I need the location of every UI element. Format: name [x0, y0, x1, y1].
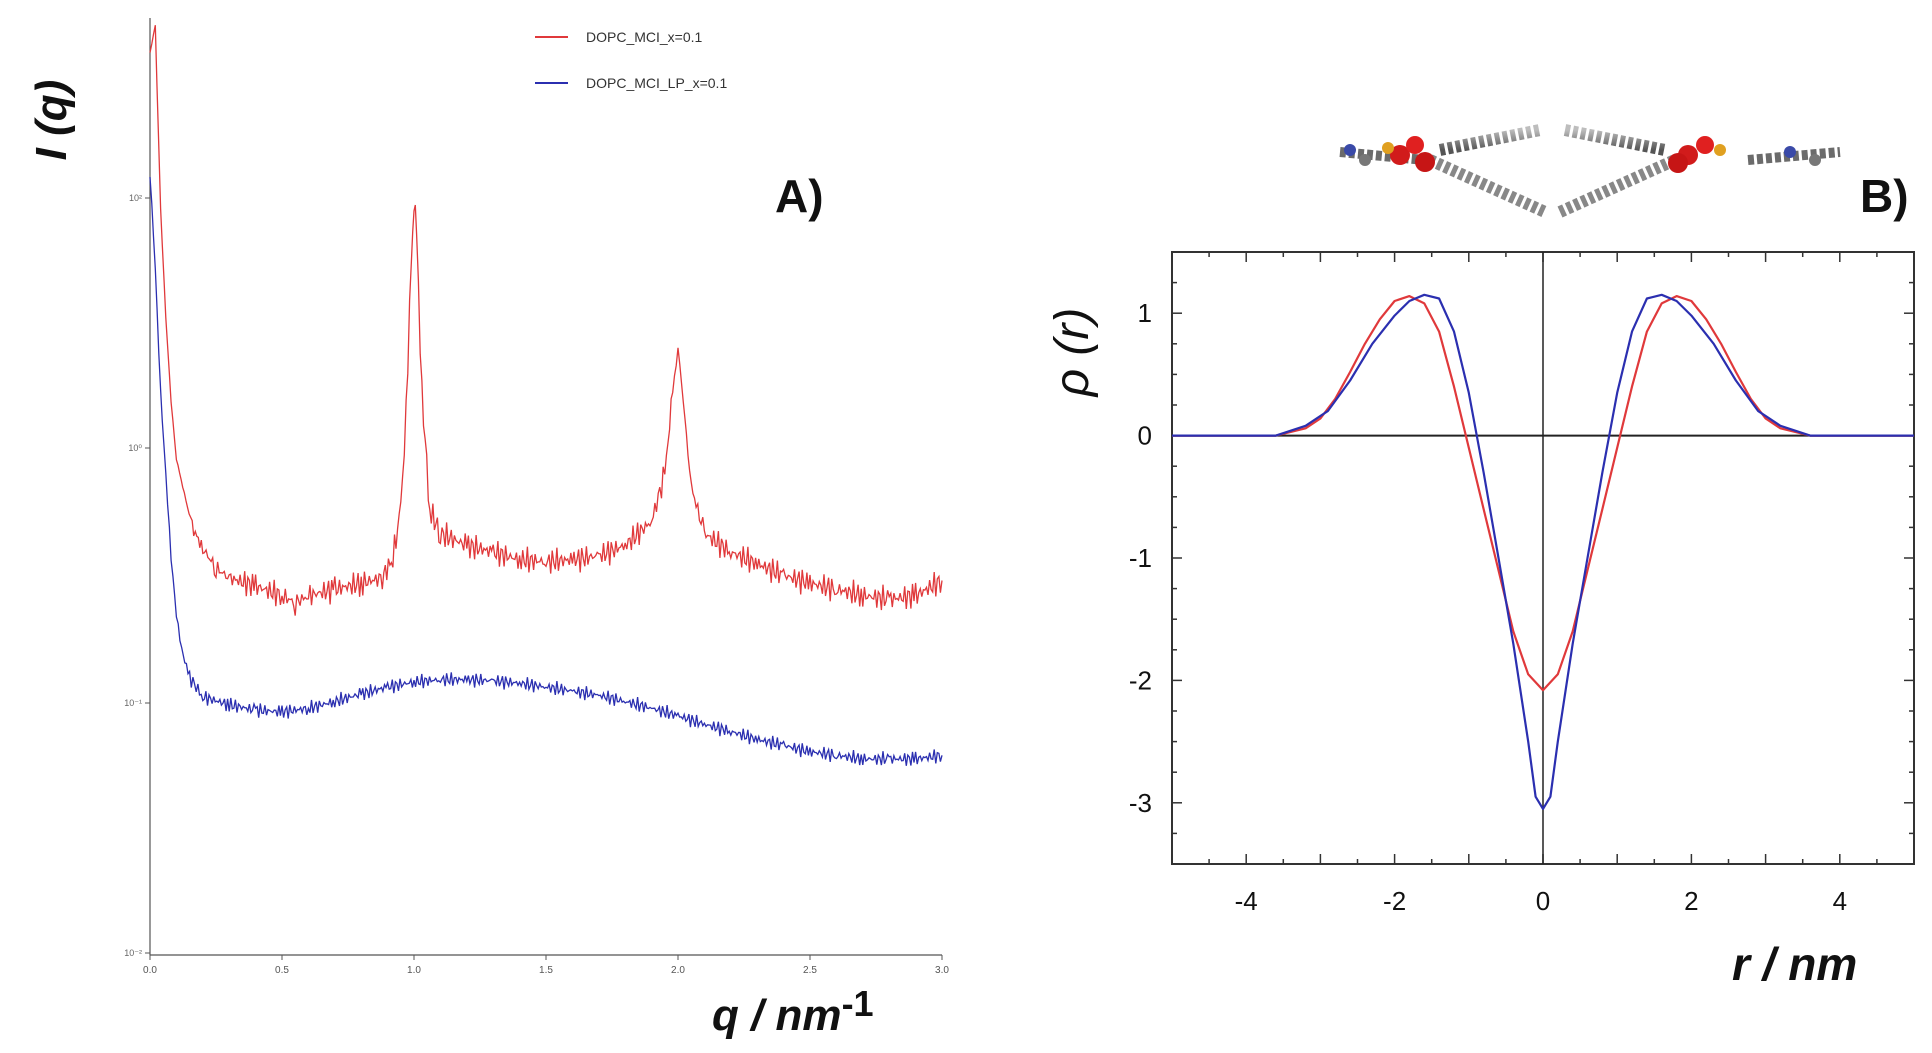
panel-b-label: B): [1860, 170, 1909, 222]
panel-a-xlabel-sup: -1: [842, 983, 874, 1024]
panel-a-legend: DOPC_MCI_x=0.1 DOPC_MCI_LP_x=0.1: [535, 29, 727, 91]
panel-a-x-tick-label: 0.0: [143, 965, 157, 976]
panel-b-x-tick-label: 4: [1833, 886, 1847, 916]
panel-b-minor-ticks: [1171, 251, 1915, 865]
legend-label-blue: DOPC_MCI_LP_x=0.1: [586, 75, 727, 91]
panel-b-xlabel: r / nm: [1732, 938, 1857, 990]
panel-b-y-tick-label: -2: [1129, 665, 1152, 695]
panel-a-series-blue-line: [149, 177, 943, 766]
panel-b-series-red-line: [1172, 295, 1914, 692]
panel-a-y-tick-label: 10⁻¹: [124, 698, 142, 708]
panel-b-ylabel: ρ (r): [1046, 308, 1099, 399]
panel-a-series: [149, 25, 943, 766]
panel-b-series-blue-line: [1172, 293, 1914, 810]
panel-a-y-ticks: 10² 10⁰ 10⁻¹ 10⁻²: [124, 193, 150, 958]
panel-a-x-tick-label: 2.0: [671, 965, 685, 976]
phosphorus-yellow-icon: [1382, 142, 1394, 154]
panel-b-y-tick-label: 0: [1138, 421, 1152, 451]
lipid-molecule-left: [1339, 124, 1548, 218]
lipid-molecule-right: [1557, 124, 1841, 218]
panel-b-x-ticks: -4 -2 0 2 4: [1235, 886, 1847, 916]
lipid-bilayer-illustration: [1339, 124, 1841, 218]
panel-a-xlabel: q / nm-1: [712, 983, 874, 1040]
panel-a-x-tick-label: 1.0: [407, 965, 421, 976]
panel-a-y-title: I (q): [27, 80, 76, 161]
panel-a-y-tick-label: 10²: [129, 193, 142, 203]
panel-b-y-ticks: 1 0 -1 -2 -3: [1129, 298, 1152, 818]
panel-a-label: A): [775, 170, 824, 222]
panel-b-x-tick-label: -2: [1383, 886, 1406, 916]
panel-a-ylabel: I (q): [27, 80, 76, 161]
panel-a-y-tick-label: 10⁻²: [124, 948, 142, 958]
legend-label-red: DOPC_MCI_x=0.1: [586, 29, 703, 45]
panel-a-axes: [149, 18, 942, 956]
panel-a-series-red-line: [149, 25, 943, 616]
panel-b-series: [1172, 293, 1914, 810]
panel-b-y-title: ρ (r): [1046, 308, 1099, 399]
panel-a-x-tick-label: 2.5: [803, 965, 817, 976]
panel-b-x-tick-label: 2: [1684, 886, 1698, 916]
panel-a: 0.0 0.5 1.0 1.5 2.0 2.5 3.0 10² 10⁰ 10⁻¹ 10⁻² DOP…: [27, 18, 949, 1040]
panel-b-x-tick-label: -4: [1235, 886, 1258, 916]
panel-a-y-tick-label: 10⁰: [128, 443, 142, 453]
panel-b-y-tick-label: 1: [1138, 298, 1152, 328]
panel-b-y-tick-label: -3: [1129, 788, 1152, 818]
panel-a-x-tick-label: 0.5: [275, 965, 289, 976]
panel-b: B) -4 -2 0 2 4 1 0 -1 -2 -3 ρ (r) r / nm: [1046, 124, 1915, 990]
panel-b-x-tick-label: 0: [1536, 886, 1550, 916]
panel-a-x-ticks: 0.0 0.5 1.0 1.5 2.0 2.5 3.0: [143, 955, 949, 976]
phosphate-red-icon: [1390, 145, 1410, 165]
panel-b-y-tick-label: -1: [1129, 543, 1152, 573]
panel-a-x-tick-label: 1.5: [539, 965, 553, 976]
panel-a-x-tick-label: 3.0: [935, 965, 949, 976]
